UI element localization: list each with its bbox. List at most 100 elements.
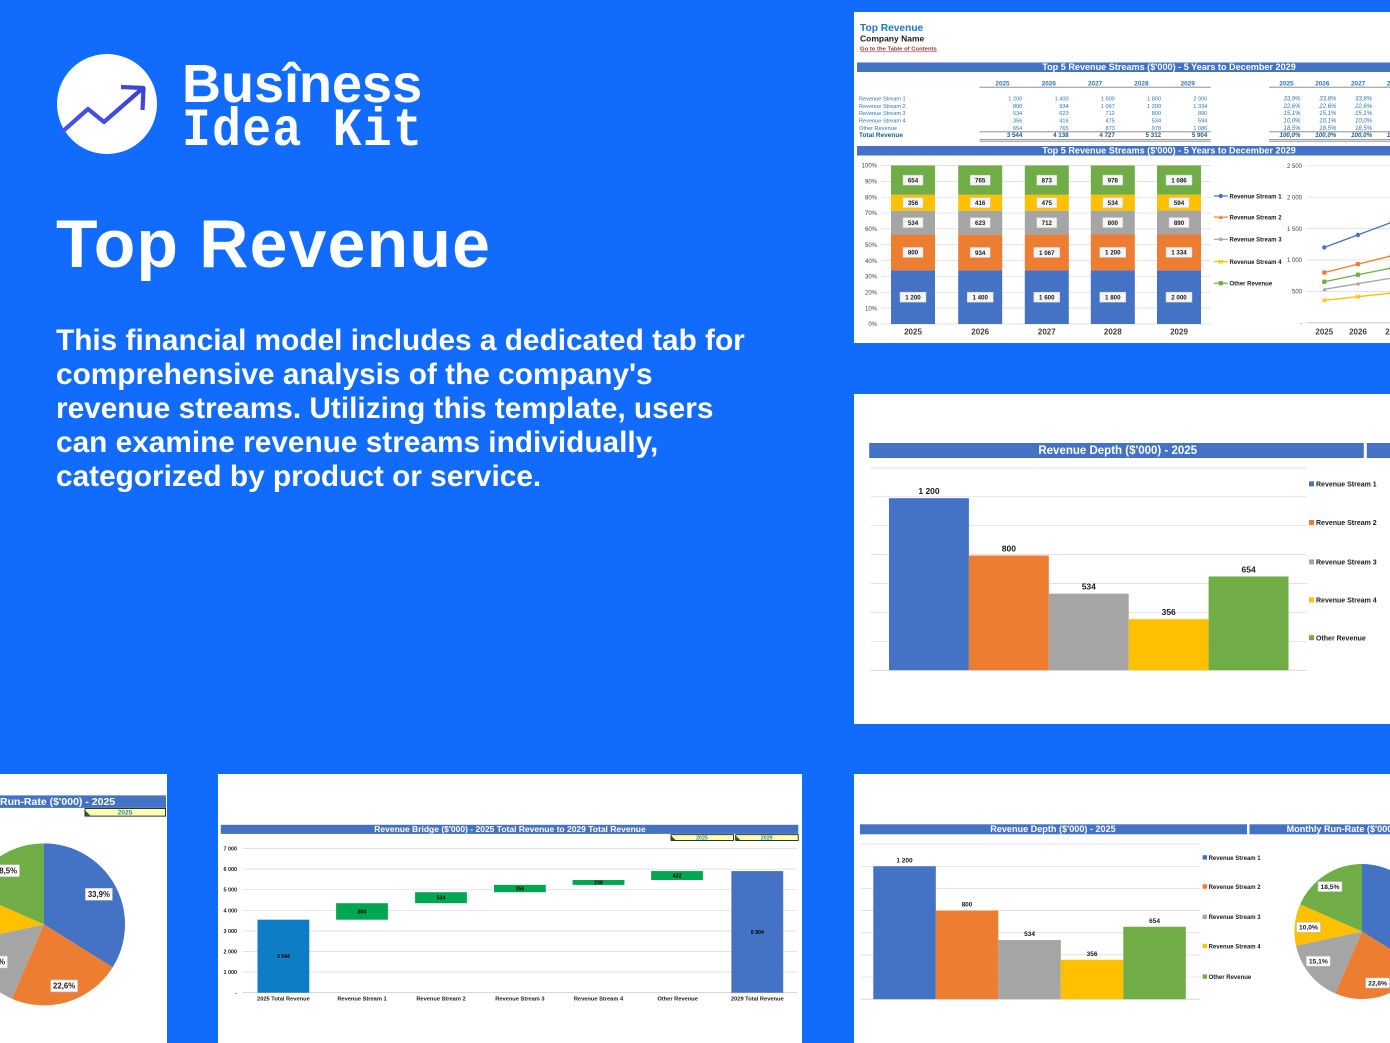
svg-text:1 334: 1 334 xyxy=(1193,104,1207,110)
svg-text:2029: 2029 xyxy=(1170,328,1188,337)
svg-text:Revenue Stream 2: Revenue Stream 2 xyxy=(1209,885,1262,891)
svg-text:2: 2 xyxy=(1385,328,1390,337)
svg-text:Revenue Stream 3: Revenue Stream 3 xyxy=(1209,915,1262,921)
svg-text:-: - xyxy=(235,991,237,997)
svg-text:1 200: 1 200 xyxy=(918,486,940,496)
svg-text:Top 5 Revenue Streams ($'000): Top 5 Revenue Streams ($'000) - 5 Years … xyxy=(1042,62,1296,72)
svg-text:22,6%: 22,6% xyxy=(1318,104,1337,110)
svg-text:Revenue Stream 1: Revenue Stream 1 xyxy=(1316,482,1377,489)
svg-text:623: 623 xyxy=(1059,111,1068,117)
svg-text:1 200: 1 200 xyxy=(905,295,921,302)
svg-text:10%: 10% xyxy=(865,306,878,312)
svg-text:Go to the Table of Contents: Go to the Table of Contents xyxy=(860,47,938,53)
svg-text:20%: 20% xyxy=(865,291,878,297)
svg-text:22,6%: 22,6% xyxy=(1354,104,1373,110)
svg-text:Top Revenue: Top Revenue xyxy=(860,23,924,34)
svg-text:712: 712 xyxy=(1105,111,1114,117)
svg-text:18,5%: 18,5% xyxy=(0,866,17,875)
svg-text:22,6%: 22,6% xyxy=(1282,104,1301,110)
svg-text:2 500: 2 500 xyxy=(1287,164,1303,170)
svg-text:70%: 70% xyxy=(865,211,878,217)
svg-text:594: 594 xyxy=(1198,119,1207,125)
svg-text:2 000: 2 000 xyxy=(1287,195,1303,201)
svg-text:Company Name: Company Name xyxy=(860,34,925,44)
svg-text:Revenue Depth ($'000) - 2025: Revenue Depth ($'000) - 2025 xyxy=(1038,445,1197,457)
svg-text:2 000: 2 000 xyxy=(224,950,238,956)
svg-text:654: 654 xyxy=(1013,126,1022,132)
svg-text:15,1%: 15,1% xyxy=(1355,111,1373,117)
svg-text:5 904: 5 904 xyxy=(751,930,764,936)
svg-text:33,8%: 33,8% xyxy=(1319,96,1337,102)
svg-text:1 086: 1 086 xyxy=(1171,177,1187,184)
svg-text:100,0%: 100,0% xyxy=(1315,132,1336,139)
svg-text:3 544: 3 544 xyxy=(1007,132,1023,139)
svg-text:1 067: 1 067 xyxy=(1039,250,1055,257)
svg-text:534: 534 xyxy=(908,220,919,227)
svg-text:1 200: 1 200 xyxy=(1008,96,1022,102)
svg-text:30%: 30% xyxy=(865,275,878,281)
svg-text:1 400: 1 400 xyxy=(1055,96,1069,102)
svg-text:22,6%: 22,6% xyxy=(1368,980,1387,987)
svg-text:1 500: 1 500 xyxy=(1287,227,1303,233)
svg-text:-: - xyxy=(1300,321,1302,327)
svg-text:80%: 80% xyxy=(865,195,878,201)
svg-text:2027: 2027 xyxy=(1088,81,1103,88)
svg-text:6 000: 6 000 xyxy=(224,867,238,873)
svg-text:10,0%: 10,0% xyxy=(1355,119,1373,125)
svg-text:2 000: 2 000 xyxy=(1171,295,1187,302)
svg-text:654: 654 xyxy=(1242,565,1256,575)
svg-text:654: 654 xyxy=(908,177,919,184)
svg-text:2028: 2028 xyxy=(1387,81,1390,88)
svg-text:1 000: 1 000 xyxy=(224,970,238,976)
svg-text:18,5%: 18,5% xyxy=(1283,126,1301,132)
svg-text:Revenue Stream 4: Revenue Stream 4 xyxy=(859,119,906,125)
svg-text:Revenue Stream 2: Revenue Stream 2 xyxy=(1316,520,1377,527)
svg-text:356: 356 xyxy=(1087,951,1098,958)
svg-text:432: 432 xyxy=(673,874,682,880)
svg-text:Revenue Stream 3: Revenue Stream 3 xyxy=(1316,560,1377,567)
svg-text:10,0%: 10,0% xyxy=(1283,119,1301,125)
svg-text:5 904: 5 904 xyxy=(1192,132,1208,139)
svg-text:800: 800 xyxy=(1108,220,1119,227)
svg-text:1 600: 1 600 xyxy=(1039,295,1055,302)
svg-text:40%: 40% xyxy=(865,259,878,265)
svg-text:33,9%: 33,9% xyxy=(88,890,110,899)
svg-text:500: 500 xyxy=(1292,290,1303,296)
svg-text:356: 356 xyxy=(1162,607,1176,617)
svg-text:2029 Total Revenue: 2029 Total Revenue xyxy=(731,997,784,1003)
svg-text:1 800: 1 800 xyxy=(1105,294,1121,301)
svg-text:890: 890 xyxy=(1174,220,1185,227)
svg-text:534: 534 xyxy=(1082,582,1096,592)
svg-text:15,1%: 15,1% xyxy=(0,958,5,967)
svg-text:Revenue Stream 1: Revenue Stream 1 xyxy=(337,997,386,1003)
svg-text:4 727: 4 727 xyxy=(1099,132,1115,139)
svg-text:1 400: 1 400 xyxy=(972,295,988,302)
svg-text:800: 800 xyxy=(1002,544,1016,554)
svg-text:2029: 2029 xyxy=(1181,81,1196,88)
svg-text:765: 765 xyxy=(975,178,986,185)
svg-text:15,1%: 15,1% xyxy=(1319,111,1337,117)
svg-text:50%: 50% xyxy=(865,243,878,249)
svg-text:Revenue Stream 2: Revenue Stream 2 xyxy=(1230,215,1283,221)
svg-text:100,0%: 100,0% xyxy=(1280,132,1301,139)
svg-text:934: 934 xyxy=(975,250,986,257)
svg-text:100%: 100% xyxy=(862,164,878,170)
svg-text:416: 416 xyxy=(1059,119,1068,125)
svg-text:1 600: 1 600 xyxy=(1101,96,1115,102)
svg-text:534: 534 xyxy=(1152,119,1161,125)
svg-text:4 000: 4 000 xyxy=(224,908,238,914)
svg-text:1 086: 1 086 xyxy=(1193,126,1207,132)
svg-text:100,0%: 100,0% xyxy=(1351,132,1372,139)
svg-text:Revenue Stream 4: Revenue Stream 4 xyxy=(1209,944,1262,950)
svg-text:978: 978 xyxy=(1152,126,1161,132)
svg-text:800: 800 xyxy=(1013,104,1022,110)
svg-text:1 000: 1 000 xyxy=(1287,258,1303,264)
svg-text:Other Revenue: Other Revenue xyxy=(1209,975,1252,981)
svg-text:Revenue Stream 3: Revenue Stream 3 xyxy=(859,111,906,117)
svg-text:1 200: 1 200 xyxy=(896,857,913,864)
svg-text:33,8%: 33,8% xyxy=(1355,96,1373,102)
svg-text:7 000: 7 000 xyxy=(224,847,238,853)
svg-text:654: 654 xyxy=(1149,918,1160,925)
svg-text:Revenue Stream 1: Revenue Stream 1 xyxy=(1209,856,1262,862)
svg-text:2026: 2026 xyxy=(971,328,989,337)
